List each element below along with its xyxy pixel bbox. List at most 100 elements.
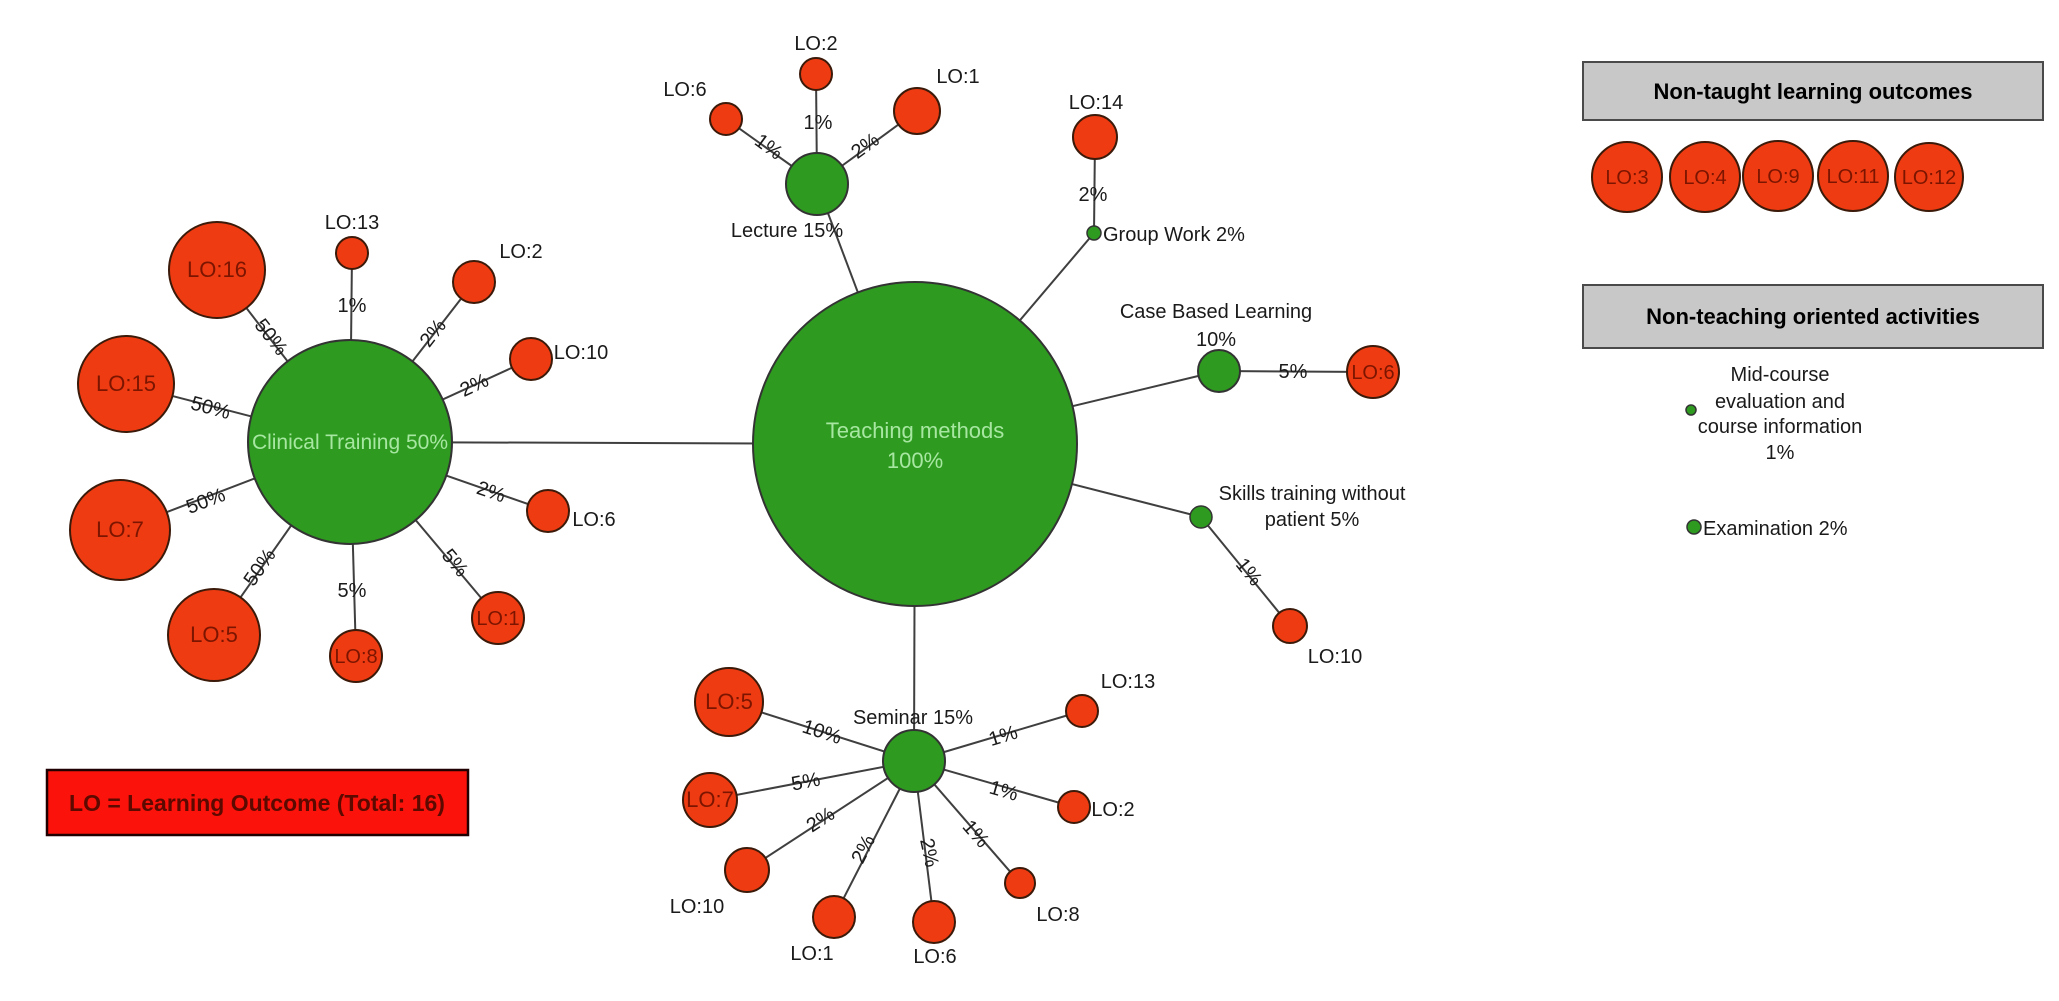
- case-based-circle: [1197, 349, 1241, 393]
- clinical-lo2-circle: [452, 260, 496, 304]
- teaching-methods-circle: [752, 281, 1078, 607]
- seminar-lo2-pct: 1%: [987, 777, 1021, 806]
- clinical-lo5-circle: [167, 588, 261, 682]
- seminar-lo7-pct: 5%: [790, 769, 823, 796]
- nontaught-lo3-circle: [1591, 141, 1663, 213]
- seminar-lo13-pct: 1%: [986, 721, 1020, 751]
- clinical-lo5-label: LO:5: [190, 622, 238, 647]
- seminar-lo10-circle: [724, 847, 770, 893]
- edge-seminar-lo7: [709, 760, 915, 801]
- lecture-lo1-circle: [893, 87, 941, 135]
- lecture-lo2-circle: [799, 57, 833, 91]
- group-work-cluster: Group Work 2% LO:14 2%: [1069, 92, 1245, 246]
- group-work-label: Group Work 2%: [1103, 224, 1245, 246]
- groupwork-lo14-pct: 2%: [1079, 184, 1108, 206]
- nontaught-lo11-circle: [1817, 140, 1889, 212]
- nontaught-lo12-label: LO:12: [1902, 167, 1956, 189]
- seminar-label: Seminar 15%: [853, 707, 973, 729]
- case-based-label-line2: 10%: [1196, 329, 1236, 351]
- clinical-lo6-label: LO:6: [572, 509, 615, 531]
- seminar-lo5-label: LO:5: [705, 689, 753, 714]
- seminar-lo2-label: LO:2: [1091, 799, 1134, 821]
- nontaught-lo4-label: LO:4: [1683, 167, 1726, 189]
- clinical-lo15-label: LO:15: [96, 371, 156, 396]
- legend-box: [45, 768, 470, 837]
- clinical-lo2-label: LO:2: [499, 241, 542, 263]
- lecture-lo2-pct: 1%: [804, 112, 833, 134]
- clinical-lo7-circle: [69, 479, 171, 581]
- mid-course-label-line3: course information: [1698, 416, 1863, 438]
- non-taught-panel: Non-taught learning outcomes LO:3 LO:4 L…: [1582, 61, 2044, 213]
- clinical-lo8-label: LO:8: [334, 646, 377, 668]
- skills-lo10-label: LO:10: [1308, 646, 1362, 668]
- seminar-lo8-label: LO:8: [1036, 904, 1079, 926]
- seminar-lo2-circle: [1057, 790, 1091, 824]
- clinical-lo5-pct: 50%: [240, 545, 281, 591]
- seminar-lo1-circle: [812, 895, 856, 939]
- skills-lo10-circle: [1272, 608, 1308, 644]
- nontaught-lo9-label: LO:9: [1756, 166, 1799, 188]
- clinical-lo8-pct: 5%: [338, 580, 367, 602]
- groupwork-lo14-circle: [1072, 114, 1118, 160]
- seminar-lo10-pct: 2%: [803, 803, 839, 837]
- examination-label: Examination 2%: [1703, 518, 1848, 540]
- groupwork-lo14-label: LO:14: [1069, 92, 1123, 114]
- seminar-lo8-circle: [1004, 867, 1036, 899]
- nontaught-lo4-circle: [1669, 141, 1741, 213]
- lecture-lo1-label: LO:1: [936, 66, 979, 88]
- mid-course-dot: [1685, 404, 1697, 416]
- nontaught-lo11-label: LO:11: [1827, 166, 1880, 188]
- examination-dot: [1686, 519, 1702, 535]
- clinical-lo15-circle: [77, 335, 175, 433]
- edge-seminar-lo10: [746, 760, 915, 871]
- seminar-lo13-circle: [1065, 694, 1099, 728]
- edge-skills-lo10: [1200, 516, 1291, 627]
- seminar-lo10-label: LO:10: [670, 896, 724, 918]
- nontaught-lo9-circle: [1742, 140, 1814, 212]
- mid-course-label-line1: Mid-course: [1731, 364, 1830, 386]
- non-teaching-header-box: [1582, 284, 2044, 349]
- lecture-circle: [785, 152, 849, 216]
- teaching-methods-label-line2: 100%: [887, 448, 943, 473]
- clinical-lo13-circle: [335, 236, 369, 270]
- skills-training-circle: [1189, 505, 1213, 529]
- nontaught-lo12-circle: [1894, 142, 1964, 212]
- teaching-methods-label-line1: Teaching methods: [826, 418, 1005, 443]
- mid-course-label-line2: evaluation and: [1715, 391, 1845, 413]
- casebased-lo6-circle: [1346, 345, 1400, 399]
- skills-training-label-line2: patient 5%: [1265, 509, 1360, 531]
- seminar-circle: [882, 729, 946, 793]
- clinical-lo6-pct: 2%: [474, 477, 509, 507]
- seminar-lo5-circle: [694, 667, 764, 737]
- skills-training-label-line1: Skills training without: [1219, 483, 1406, 505]
- non-teaching-panel: Non-teaching oriented activities Mid-cou…: [1582, 284, 2044, 540]
- clinical-lo2-pct: 2%: [416, 315, 451, 351]
- clinical-lo10-circle: [509, 337, 553, 381]
- skills-training-cluster: Skills training without patient 5% LO:10…: [1189, 483, 1406, 668]
- non-taught-title: Non-taught learning outcomes: [1654, 79, 1973, 104]
- clinical-lo15-pct: 50%: [188, 392, 233, 424]
- clinical-lo10-pct: 2%: [457, 369, 493, 401]
- lecture-lo6-label: LO:6: [663, 79, 706, 101]
- non-teaching-title: Non-teaching oriented activities: [1646, 304, 1980, 329]
- clinical-lo6-circle: [526, 489, 570, 533]
- clinical-lo13-pct: 1%: [338, 295, 367, 317]
- clinical-lo13-label: LO:13: [325, 212, 379, 234]
- teaching-methods-hub: Teaching methods 100%: [752, 281, 1078, 607]
- clinical-training-circle: [247, 339, 453, 545]
- casebased-lo6-pct: 5%: [1279, 361, 1308, 383]
- clinical-lo8-circle: [329, 629, 383, 683]
- nontaught-lo3-label: LO:3: [1605, 167, 1648, 189]
- seminar-lo7-circle: [682, 772, 738, 828]
- clinical-lo10-label: LO:10: [554, 342, 608, 364]
- seminar-lo5-pct: 10%: [799, 716, 844, 749]
- case-based-label-line1: Case Based Learning: [1120, 301, 1312, 323]
- seminar-lo6-label: LO:6: [913, 946, 956, 968]
- lecture-lo2-label: LO:2: [794, 33, 837, 55]
- clinical-training-label: Clinical Training 50%: [252, 431, 448, 454]
- clinical-lo1-label: LO:1: [476, 608, 519, 630]
- seminar-cluster: Seminar 15% LO:5 10% LO:7 5% LO:10 2% LO…: [670, 667, 1155, 968]
- lecture-cluster: Lecture 15% LO:6 1% LO:2 1% LO:1 2%: [663, 33, 979, 242]
